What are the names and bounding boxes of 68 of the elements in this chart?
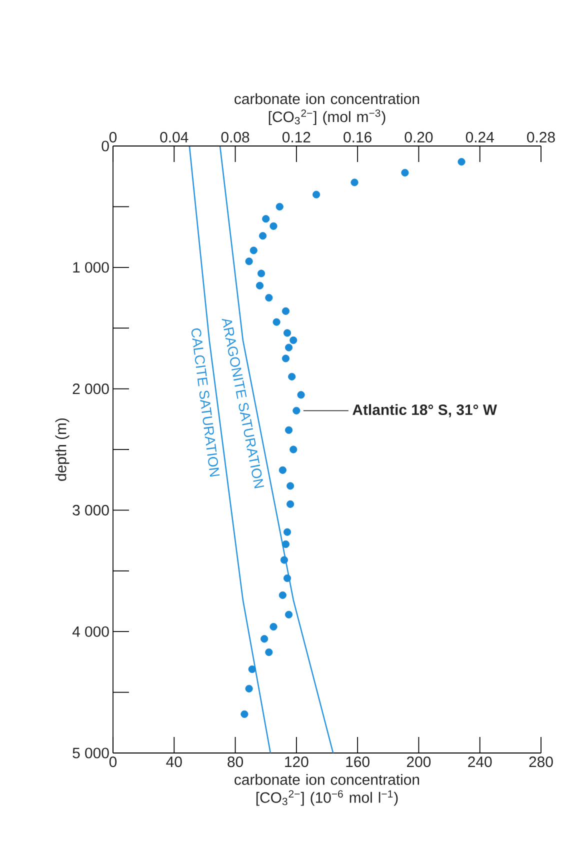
x-tick-label: 0 bbox=[109, 756, 117, 768]
x-tick-label: 200 bbox=[407, 756, 431, 768]
point bbox=[283, 574, 292, 582]
point bbox=[262, 215, 270, 223]
point bbox=[282, 307, 290, 315]
line-series bbox=[219, 146, 334, 754]
x2-tick-label: 0.12 bbox=[282, 132, 310, 142]
x2-tick-label: 0.24 bbox=[466, 132, 494, 142]
point bbox=[270, 222, 278, 230]
annotation: Atlantic 18° S, 31° W bbox=[352, 404, 497, 418]
y-tick-label: 1 000 bbox=[73, 262, 109, 273]
x2-tick-label: 0.04 bbox=[160, 132, 188, 142]
point bbox=[297, 391, 305, 399]
x2-tick-label: 0 bbox=[109, 132, 117, 142]
y-tick-label: 2 000 bbox=[72, 384, 109, 394]
y-axis-title: depth (m) bbox=[55, 418, 70, 481]
point bbox=[283, 528, 292, 536]
point bbox=[282, 540, 290, 548]
x2-axis-title: carbonate ion concentration [CO$_{3}$$^{2−}$] (mol m$^{−3}$) bbox=[234, 93, 420, 126]
point bbox=[312, 190, 320, 198]
x2-tick-label: 0.20 bbox=[404, 132, 433, 142]
point bbox=[286, 500, 294, 508]
y-tick-label: 4 000 bbox=[72, 626, 109, 637]
x-tick-label: 160 bbox=[346, 756, 370, 768]
point bbox=[283, 329, 292, 337]
text: carbonate ion concentration [CO$_{3}$$^{2−}$] (10$^{−6}$ mol l$^{−1}$) bbox=[234, 774, 420, 806]
point bbox=[458, 158, 466, 166]
point bbox=[278, 466, 286, 474]
point bbox=[285, 344, 293, 352]
x-tick-label: 280 bbox=[529, 756, 553, 768]
point bbox=[250, 246, 258, 254]
point bbox=[290, 446, 298, 454]
point bbox=[276, 202, 284, 210]
line-series bbox=[188, 146, 272, 754]
point bbox=[260, 635, 268, 643]
y-tick-label: 3 000 bbox=[72, 504, 109, 516]
point bbox=[288, 372, 296, 380]
point bbox=[245, 258, 253, 266]
point bbox=[259, 232, 267, 240]
point bbox=[270, 622, 278, 631]
point bbox=[278, 591, 286, 599]
x2-tick-label: 0.28 bbox=[527, 132, 555, 142]
point bbox=[257, 270, 266, 278]
point bbox=[272, 318, 280, 326]
point bbox=[245, 684, 253, 692]
point bbox=[290, 336, 298, 344]
point bbox=[350, 178, 358, 186]
text: CALCITE SATURATION bbox=[191, 328, 220, 477]
point bbox=[401, 168, 409, 176]
point bbox=[286, 482, 294, 490]
point bbox=[265, 294, 273, 302]
y-tick-label: 5 000 bbox=[72, 748, 109, 758]
point bbox=[285, 426, 293, 434]
point bbox=[248, 665, 256, 674]
x-tick-label: 120 bbox=[285, 756, 308, 768]
x-tick-label: 40 bbox=[166, 756, 182, 768]
x-tick-label: 80 bbox=[228, 756, 244, 768]
point bbox=[282, 354, 290, 362]
point bbox=[280, 556, 288, 564]
x-tick-label: 240 bbox=[468, 756, 492, 768]
point bbox=[240, 710, 248, 718]
point bbox=[265, 648, 273, 656]
x2-tick-label: 0.08 bbox=[221, 132, 250, 142]
y-tick-label: 0 bbox=[102, 140, 109, 152]
x2-tick-label: 0.16 bbox=[344, 132, 372, 142]
point bbox=[256, 282, 264, 290]
point bbox=[292, 406, 300, 414]
point bbox=[285, 610, 293, 618]
